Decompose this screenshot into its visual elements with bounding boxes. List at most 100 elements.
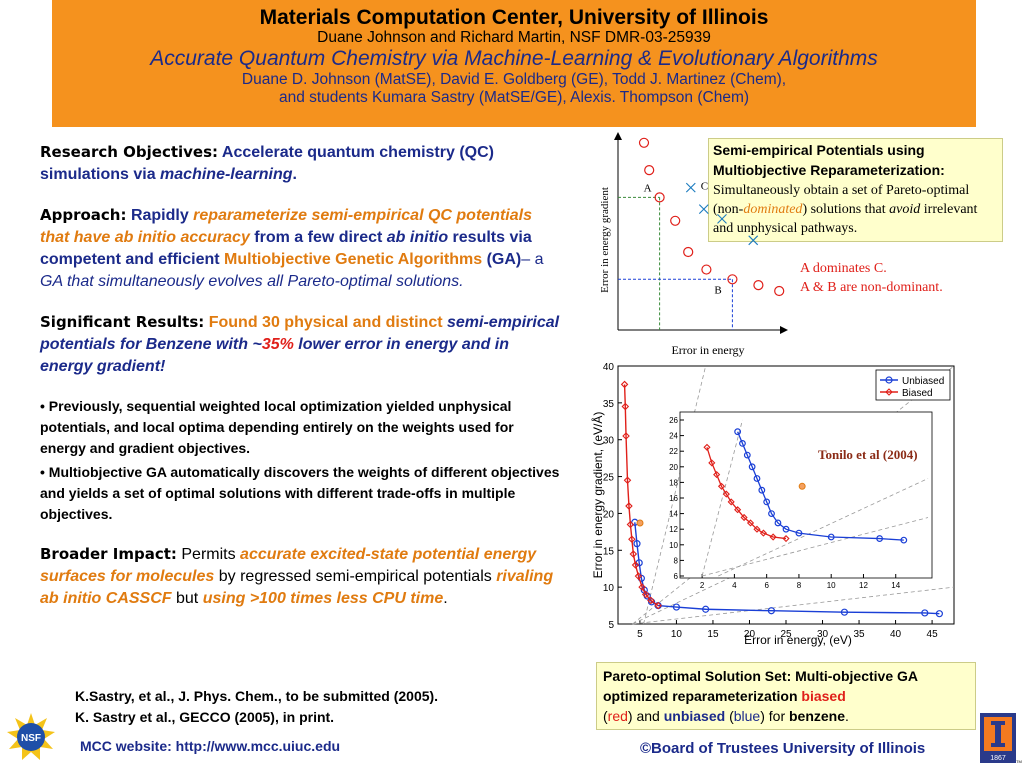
- inset-point-biased-1: [708, 459, 716, 467]
- schematic-point-s0-6: [727, 274, 738, 285]
- pareto-benzene: benzene: [789, 708, 846, 724]
- inset-xtick-label-8: 8: [797, 581, 802, 590]
- illinois-logo: 1867 TM: [980, 713, 1022, 764]
- pareto-caption-box: Pareto-optimal Solution Set: Multi-objec…: [596, 662, 976, 730]
- semibox-t5: irrelevant and unphysical pathways.: [713, 202, 978, 236]
- inset-ytick-label-10: 10: [669, 541, 678, 550]
- inset-point-biased-11: [769, 533, 777, 541]
- inset-ytick-label-18: 18: [669, 478, 678, 487]
- impact-p4: rivaling ab initio CASSCF: [40, 568, 554, 607]
- approach-p7: (GA): [482, 251, 522, 268]
- dominance-line-1: A dominates C.: [800, 261, 887, 276]
- pareto-point-biased-7: [629, 550, 638, 558]
- pareto-ytick-label-35: 35: [603, 399, 615, 410]
- impact-p5: but: [171, 590, 203, 607]
- schematic-point-s0-4: [683, 246, 694, 258]
- inset-point-unbiased-0: [734, 428, 742, 436]
- inset-xtick-label-2: 2: [700, 581, 705, 590]
- results-p3: 35%: [261, 336, 294, 353]
- pareto-point-biased-2: [622, 432, 630, 440]
- schematic-point-s1-3: [748, 235, 759, 246]
- approach-section: Approach: Rapidly reparameterize semi-em…: [40, 204, 560, 293]
- pareto-point-biased-13: [654, 601, 662, 610]
- pareto-point-biased-11: [641, 590, 650, 599]
- authors-line-2: and students Kumara Sastry (MatSE/GE), A…: [278, 89, 750, 106]
- legend-label-biased: Biased: [902, 388, 933, 399]
- inset-ytick-label-26: 26: [669, 416, 678, 425]
- references: K.Sastry, et al., J. Phys. Chem., to be …: [75, 686, 438, 728]
- schematic-ylabel: Error in energy gradient: [599, 187, 611, 293]
- objectives-text-1: Accelerate quantum chemistry (QC) simula…: [40, 144, 494, 183]
- pareto-ytick-label-20: 20: [603, 509, 615, 520]
- inset-line-biased: [706, 447, 787, 540]
- semibox-heading: Semi-empirical Potentials using Multiobj…: [713, 142, 945, 178]
- pareto-point-biased-3: [623, 476, 632, 485]
- inset-point-biased-5: [727, 498, 735, 506]
- schematic-point-s0-0: [638, 137, 650, 148]
- illinois-year: 1867: [990, 755, 1006, 762]
- reference-2: K. Sastry et al., GECCO (2005), in print…: [75, 709, 335, 725]
- tonilo-text: Tonilo et al (2004): [818, 447, 918, 462]
- mcc-website-link[interactable]: MCC website: http://www.mcc.uiuc.edu: [80, 738, 341, 754]
- pareto-point-biased-12: [647, 596, 655, 605]
- pareto-point-biased-10: [638, 583, 646, 591]
- approach-p8: – a: [521, 251, 544, 268]
- inset-series: [703, 428, 908, 544]
- inset-ytick-label-20: 20: [669, 463, 678, 472]
- pareto-ytick-label-15: 15: [603, 546, 615, 557]
- pareto-point-unbiased-9: [702, 605, 710, 613]
- inset-point-biased-6: [734, 506, 742, 514]
- inset-point-biased-9: [753, 525, 761, 533]
- impact-p1: Permits: [181, 546, 241, 563]
- pareto-biased: biased: [801, 688, 846, 704]
- inset-point-unbiased-10: [795, 529, 803, 537]
- schematic-marks: [638, 137, 785, 297]
- nsf-logo: NSF: [7, 713, 55, 760]
- pareto-point-biased-9: [634, 572, 643, 580]
- results-section: Significant Results: Found 30 physical a…: [40, 311, 560, 378]
- legend-marker-biased: [885, 388, 893, 396]
- pareto-point-unbiased-10: [767, 607, 775, 615]
- pareto-unbiased: unbiased: [663, 708, 726, 724]
- schematic-xlabel: Error in energy: [671, 343, 744, 357]
- pareto-ylabel: Error in energy gradient, (eV/Å): [590, 412, 605, 579]
- pareto-xtick-label-30: 30: [817, 629, 829, 640]
- schematic-point-s1-0: [685, 182, 696, 193]
- inset-ytick-label-6: 6: [674, 572, 679, 581]
- pareto-xtick-label-35: 35: [853, 629, 865, 640]
- pareto-xtick-label-5: 5: [637, 629, 643, 640]
- objectives-section: Research Objectives: Accelerate quantum …: [40, 141, 560, 186]
- pareto-xtick-label-40: 40: [890, 629, 902, 640]
- bullet-1: • Previously, sequential weighted local …: [40, 398, 514, 456]
- pareto-guide-0: [643, 365, 707, 625]
- pareto-point-unbiased-11: [840, 608, 849, 616]
- pareto-xtick-label-25: 25: [780, 629, 792, 640]
- pareto-ytick-label-40: 40: [603, 362, 615, 373]
- impact-p7: .: [443, 590, 448, 607]
- inset-point-biased-7: [740, 513, 748, 522]
- inset-xtick-label-10: 10: [827, 581, 836, 590]
- inset-ytick-label-8: 8: [674, 556, 679, 565]
- inset-point-unbiased-4: [753, 475, 761, 482]
- pareto-point-biased-1: [621, 402, 630, 411]
- schematic-labels: A B C: [644, 181, 722, 297]
- schematic-point-s1-0-b: [685, 182, 696, 193]
- schematic-point-s0-8: [774, 285, 785, 297]
- pareto-point-biased-4: [625, 502, 633, 510]
- pareto-t2: (: [603, 708, 608, 724]
- inset-point-unbiased-13: [900, 536, 908, 544]
- inset-point-biased-10: [759, 529, 768, 537]
- results-label: Significant Results:: [40, 313, 205, 331]
- approach-p3: from a few direct: [249, 229, 387, 246]
- tonilo-marker-main: [636, 519, 644, 527]
- pareto-t5: ) for: [760, 708, 789, 724]
- left-column: Research Objectives: Accelerate quantum …: [40, 141, 560, 628]
- approach-label: Approach:: [40, 206, 127, 224]
- inset-point-unbiased-11: [827, 533, 835, 541]
- copyright: ©Board of Trustees University of Illinoi…: [640, 740, 926, 757]
- dominance-note: A dominates C. A & B are non-dominant.: [800, 259, 943, 297]
- objectives-text-3: .: [292, 166, 297, 183]
- inset-xtick-label-14: 14: [891, 581, 900, 590]
